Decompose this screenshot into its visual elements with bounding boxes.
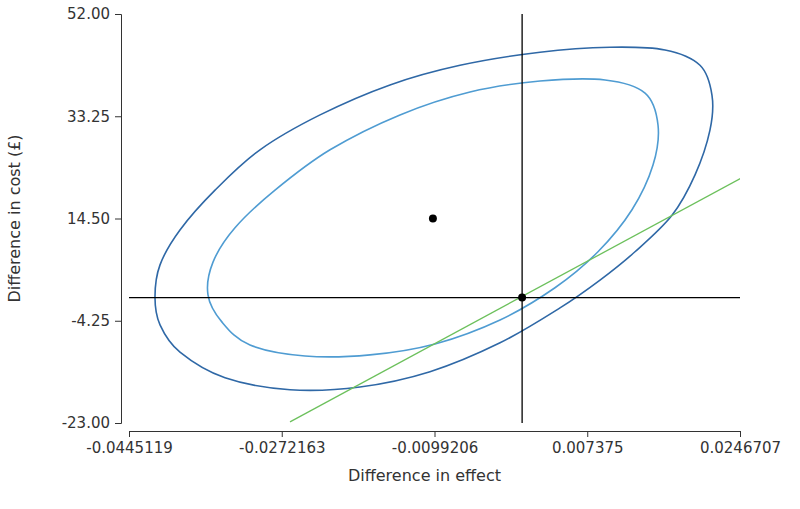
tick-mark	[129, 431, 130, 437]
tick: 33.25	[67, 108, 121, 126]
tick-label: -4.25	[71, 312, 110, 330]
point	[429, 215, 437, 223]
tick-mark	[115, 14, 121, 15]
tick-mark	[435, 431, 436, 437]
tick-mark	[115, 321, 121, 322]
x-axis-title: Difference in effect	[348, 466, 501, 485]
tick-label: 0.0246707	[700, 439, 781, 457]
tick-mark	[115, 423, 121, 424]
line	[290, 178, 740, 422]
tick-mark	[587, 431, 588, 437]
axis-line	[130, 432, 741, 438]
tick: 52.00	[67, 5, 121, 23]
tick-label: -0.0445119	[86, 439, 173, 457]
tick-mark	[740, 431, 741, 437]
point	[518, 294, 526, 302]
tick-label: -0.0099206	[392, 439, 479, 457]
tick-mark	[282, 431, 283, 437]
confidence-ellipse	[155, 47, 713, 390]
tick: -0.0099206	[392, 431, 479, 457]
tick: -0.0445119	[86, 431, 173, 457]
tick: -4.25	[71, 312, 121, 330]
line	[521, 14, 522, 423]
axis-line	[115, 15, 122, 424]
line	[129, 297, 740, 298]
confidence-ellipse	[207, 79, 658, 357]
tick-label: -23.00	[62, 414, 110, 432]
x-axis: -0.0445119 -0.0272163 -0.0099206 0.007375 0.…	[86, 431, 781, 457]
tick-mark	[115, 116, 121, 117]
tick: -23.00	[62, 414, 121, 432]
tick: 14.50	[67, 210, 121, 228]
plot-area	[129, 14, 740, 423]
tick-mark	[115, 219, 121, 220]
y-axis-title: Difference in cost (£)	[5, 134, 24, 302]
tick-label: 52.00	[67, 5, 110, 23]
tick-label: 0.007375	[552, 439, 624, 457]
tick: -0.0272163	[239, 431, 326, 457]
y-axis: -23.00 -4.25 14.50 33.25 52.00	[62, 5, 122, 432]
tick: 0.0246707	[700, 431, 781, 457]
tick: 0.007375	[552, 431, 624, 457]
tick-label: 14.50	[67, 210, 110, 228]
tick-label: -0.0272163	[239, 439, 326, 457]
tick-label: 33.25	[67, 108, 110, 126]
chart: -23.00-4.2514.5033.2552.00-0.0445119-0.0…	[0, 0, 800, 509]
